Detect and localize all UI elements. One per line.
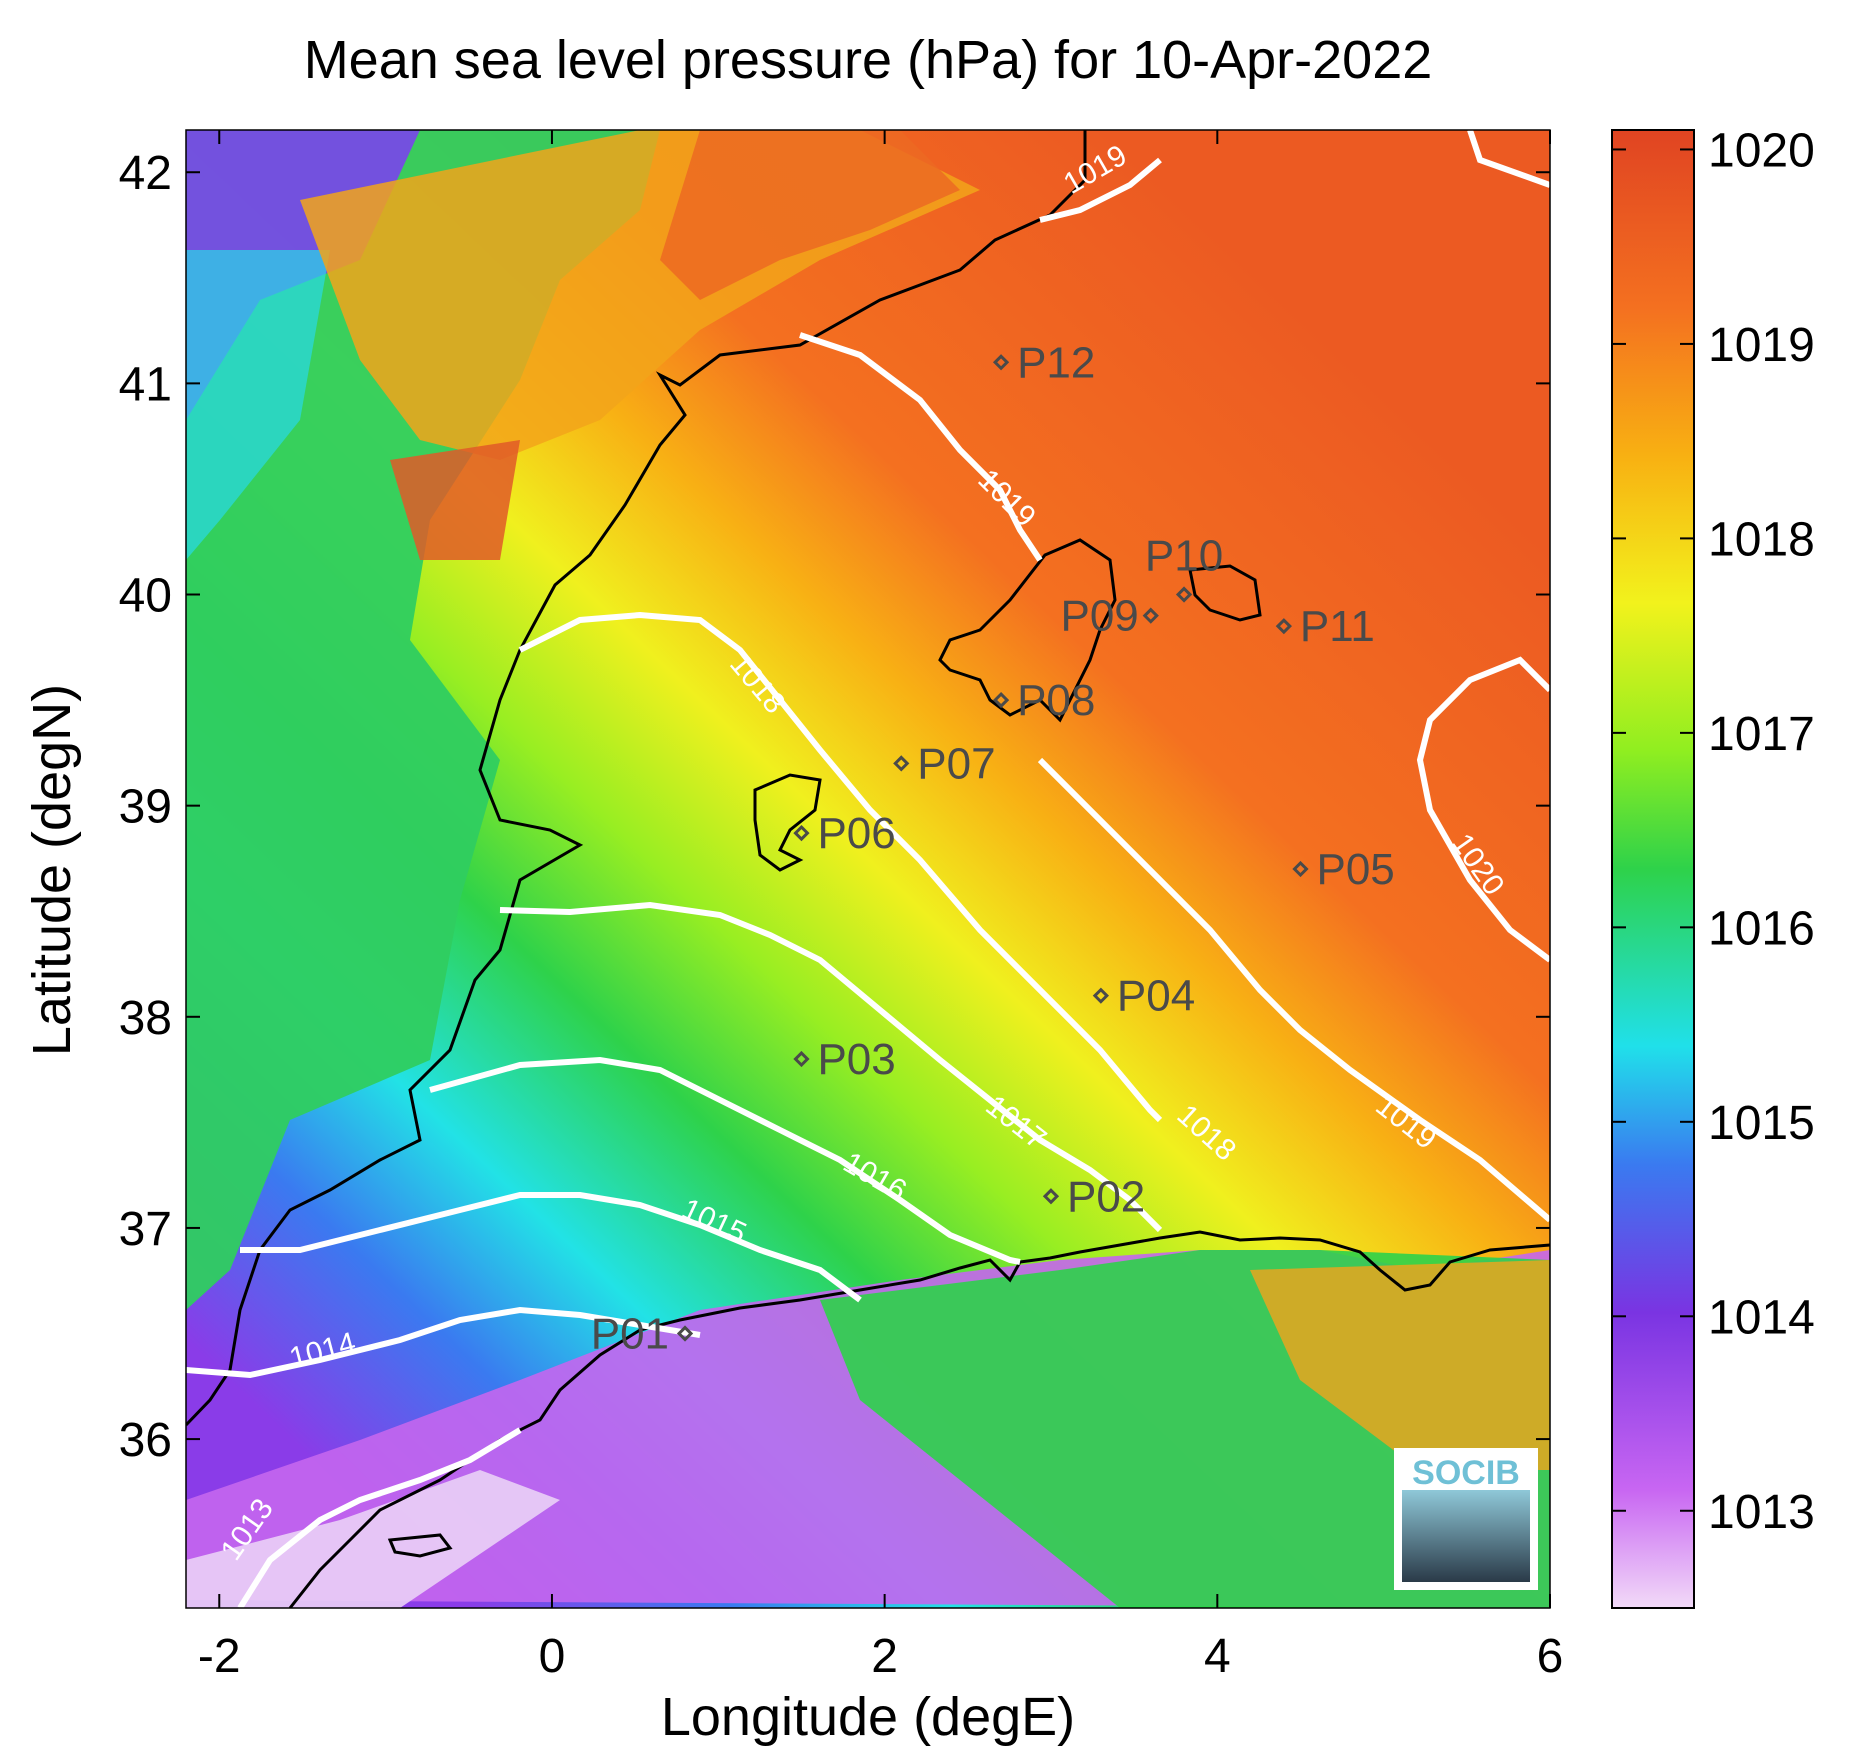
contour-1020-east xyxy=(1416,656,1550,963)
station-label: P03 xyxy=(817,1035,895,1084)
y-tick-label: 36 xyxy=(119,1414,172,1467)
iberia-coast xyxy=(186,130,1087,1427)
socib-logo: SOCIB xyxy=(1394,1448,1538,1590)
pyrenees-high xyxy=(660,130,960,300)
station-label: P12 xyxy=(1017,338,1095,387)
colorbar-ticks: 1020 1019 1018 1017 1016 1015 1014 1013 xyxy=(1612,124,1815,1539)
iberia-land xyxy=(186,130,660,1310)
contour-1018-upper xyxy=(518,611,1163,1123)
colorbar-tick-label: 1013 xyxy=(1708,1486,1815,1539)
station-marker xyxy=(992,354,1010,371)
station-label: P04 xyxy=(1117,972,1195,1021)
station-marker xyxy=(793,1050,810,1068)
x-axis-label: Longitude (degE) xyxy=(661,1687,1075,1747)
x-tick-label: 0 xyxy=(539,1630,566,1683)
station-label: P06 xyxy=(817,809,895,858)
alboran-coast xyxy=(387,1533,453,1558)
y-tick-label: 39 xyxy=(119,781,172,834)
contour-1019-north xyxy=(1039,157,1162,223)
logo-text: SOCIB xyxy=(1412,1454,1520,1492)
contours xyxy=(186,130,1550,1608)
colorbar-tick-label: 1017 xyxy=(1708,708,1815,761)
colorbar-tick-label: 1014 xyxy=(1708,1291,1815,1344)
station-marker xyxy=(1175,586,1193,603)
station-marker xyxy=(793,824,810,842)
station-label: P08 xyxy=(1017,676,1095,725)
map-area: 1019 1019 1018 1019 1020 1018 1017 1016 … xyxy=(186,130,1550,1608)
x-tick-label: 4 xyxy=(1204,1630,1231,1683)
station-marker xyxy=(992,691,1010,709)
colorbar-tick-label: 1020 xyxy=(1708,124,1815,177)
station-label: P07 xyxy=(917,739,995,788)
y-axis: 42 41 40 39 38 37 36 xyxy=(119,147,1550,1467)
chart-title: Mean sea level pressure (hPa) for 10-Apr… xyxy=(304,30,1433,90)
y-tick-label: 38 xyxy=(119,992,172,1045)
x-tick-label: 6 xyxy=(1537,1630,1564,1683)
contour-1013 xyxy=(237,1427,522,1608)
contour-1016 xyxy=(429,1056,1021,1265)
y-axis-label: Latitude (degN) xyxy=(22,684,82,1056)
station-label: P11 xyxy=(1300,602,1375,651)
x-axis: -2 0 2 4 6 xyxy=(198,130,1563,1683)
iberia-inland-high xyxy=(390,440,520,560)
x-tick-label: -2 xyxy=(198,1630,241,1683)
station-label: P02 xyxy=(1067,1172,1145,1221)
contour-1019-south xyxy=(1037,757,1550,1223)
contour-1020-northeast xyxy=(1467,130,1550,188)
africa-east-high xyxy=(1250,1260,1550,1470)
contour-1015 xyxy=(240,1192,862,1303)
x-tick-label: 2 xyxy=(871,1630,898,1683)
colorbar-tick-label: 1016 xyxy=(1708,902,1815,955)
station-marker xyxy=(676,1325,694,1342)
station-marker xyxy=(1092,987,1110,1004)
northwest-cyan xyxy=(186,250,330,560)
mallorca-coast xyxy=(938,538,1117,723)
station-label: P01 xyxy=(591,1310,669,1359)
colorbar-tick-label: 1019 xyxy=(1708,319,1815,372)
colorbar-tick-label: 1018 xyxy=(1708,513,1815,566)
colorbar xyxy=(1611,129,1695,1609)
station-marker xyxy=(1142,607,1159,624)
station-label: P09 xyxy=(1060,592,1138,641)
station-label: P05 xyxy=(1316,845,1394,894)
menorca-coast xyxy=(1188,564,1262,622)
africa-lowest xyxy=(186,1470,560,1608)
y-tick-label: 37 xyxy=(119,1203,172,1256)
station-label: P10 xyxy=(1145,532,1223,581)
y-tick-label: 41 xyxy=(119,358,172,411)
station-marker xyxy=(1042,1188,1060,1205)
logo-image xyxy=(1402,1490,1530,1582)
plot-frame xyxy=(185,129,1551,1609)
contour-1019-mallorca xyxy=(799,332,1043,562)
contour-1017 xyxy=(499,901,1163,1233)
y-tick-label: 40 xyxy=(119,570,172,623)
station-marker xyxy=(1275,618,1292,635)
ibiza-coast xyxy=(753,773,822,872)
station-marker xyxy=(1292,860,1309,878)
colorbar-tick-label: 1015 xyxy=(1708,1097,1815,1150)
y-tick-label: 42 xyxy=(119,147,172,200)
station-marker xyxy=(893,755,910,772)
contour-1014 xyxy=(186,1306,701,1379)
